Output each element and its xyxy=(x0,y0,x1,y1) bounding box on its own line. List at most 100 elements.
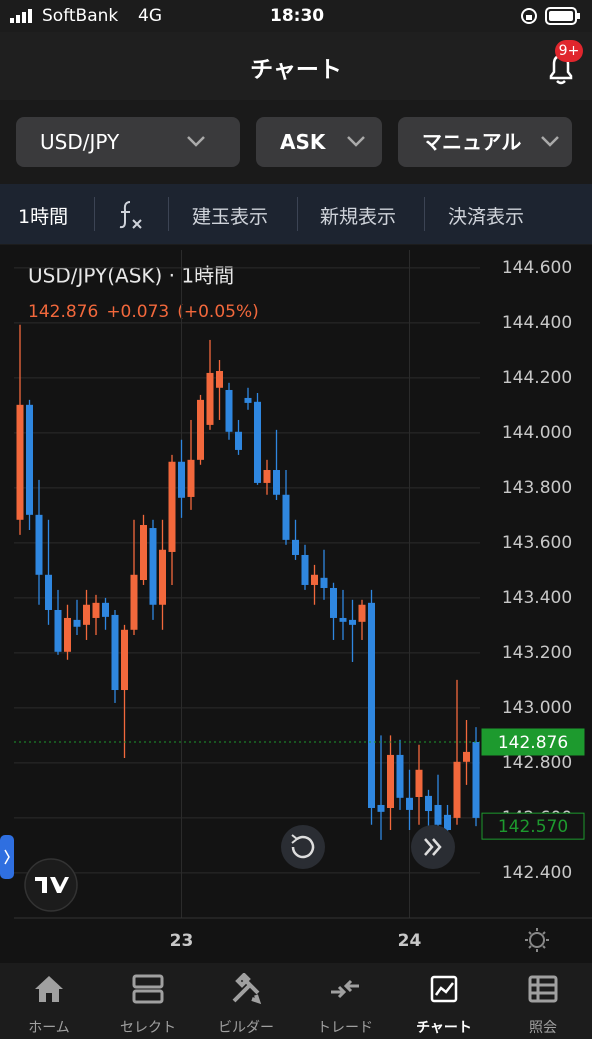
price-label: 142.876 xyxy=(498,733,568,753)
position-button[interactable]: 建玉表示 xyxy=(192,206,269,228)
header: チャート 9+ xyxy=(0,32,592,100)
candle-body xyxy=(377,804,385,812)
candle-body xyxy=(453,761,461,818)
battery-icon xyxy=(521,7,580,25)
price-label-box xyxy=(481,728,585,756)
indicator-button[interactable] xyxy=(118,198,146,232)
candle-body xyxy=(472,741,480,818)
y-tick-label: 144.600 xyxy=(502,258,572,278)
candle-body xyxy=(26,404,33,515)
candle-body xyxy=(254,401,261,483)
candle-body xyxy=(225,389,233,432)
tab-trade[interactable]: トレード xyxy=(296,963,394,1039)
candle-body xyxy=(140,525,147,581)
y-tick-label: 143.200 xyxy=(502,643,572,663)
candle-body xyxy=(263,470,271,483)
page-title: チャート xyxy=(250,57,342,83)
quote-change: +0.073 xyxy=(106,302,169,322)
status-bar: SoftBank 4G 18:30 xyxy=(0,0,592,32)
pair-label: USD/JPY xyxy=(40,130,120,154)
interval-button[interactable]: 1時間 xyxy=(18,206,69,228)
y-tick-label: 144.200 xyxy=(502,368,572,388)
price-label: 142.570 xyxy=(498,817,568,837)
candle-body xyxy=(339,617,347,622)
tab-builder[interactable]: ビルダー xyxy=(197,963,295,1039)
tab-chart[interactable]: チャート xyxy=(395,963,493,1039)
candle-body xyxy=(73,619,81,627)
tab-label: トレード xyxy=(317,1020,373,1036)
candle-body xyxy=(358,604,366,622)
chart: USD/JPY(ASK) · 1時間 142.876 +0.073 (+0.05%)… xyxy=(0,250,592,963)
candle-body xyxy=(349,619,356,625)
candle-body xyxy=(235,431,242,450)
tab-select[interactable]: セレクト xyxy=(99,963,197,1039)
mode-label: マニュアル xyxy=(422,130,522,154)
new-order-button[interactable]: 新規表示 xyxy=(320,206,397,228)
y-tick-label: 142.800 xyxy=(502,753,572,773)
candle-body xyxy=(301,554,309,585)
tab-label: セレクト xyxy=(120,1020,176,1036)
y-tick-label: 143.600 xyxy=(502,533,572,553)
candle-body xyxy=(197,399,204,460)
candle-body xyxy=(206,372,214,425)
candle-body xyxy=(434,804,442,825)
candle-body xyxy=(149,528,157,605)
candle-body xyxy=(425,795,432,812)
side-select[interactable]: ASK xyxy=(256,117,382,167)
badge: 9+ xyxy=(555,40,583,62)
candle-body xyxy=(16,404,24,520)
carrier: SoftBank xyxy=(42,6,119,26)
candle-body xyxy=(168,461,176,552)
tab-home[interactable]: ホーム xyxy=(0,963,98,1039)
tab-label: チャート xyxy=(416,1020,472,1036)
tab-label: ビルダー xyxy=(218,1020,274,1036)
candle-body xyxy=(273,470,280,495)
side-label: ASK xyxy=(280,130,326,154)
candle-body xyxy=(396,754,404,798)
candle-body xyxy=(187,459,195,497)
candle-body xyxy=(320,577,328,588)
pair-select[interactable]: USD/JPY xyxy=(16,117,240,167)
mode-select[interactable]: マニュアル xyxy=(398,117,572,167)
toolbar: 1時間 建玉表示 新規表示 決済表示 xyxy=(0,184,592,244)
settle-button[interactable]: 決済表示 xyxy=(448,206,525,228)
x-tick-label: 24 xyxy=(398,931,422,951)
quote-percent: (+0.05%) xyxy=(177,302,259,322)
scroll-latest-button[interactable] xyxy=(411,825,455,869)
candle-body xyxy=(292,539,299,555)
tab-label: 照会 xyxy=(529,1020,557,1036)
candle-body xyxy=(415,769,423,797)
price-label-box xyxy=(481,812,585,840)
candle-body xyxy=(463,751,470,762)
candle-body xyxy=(244,397,252,403)
y-tick-label: 143.800 xyxy=(502,478,572,498)
candle-body xyxy=(121,629,128,691)
chart-title: USD/JPY(ASK) · 1時間 xyxy=(28,264,234,288)
reset-button[interactable] xyxy=(281,825,325,869)
clock: 18:30 xyxy=(270,6,325,26)
candle-body xyxy=(311,574,318,585)
signal-icon xyxy=(10,9,32,23)
tab-inquiry[interactable]: 照会 xyxy=(494,963,592,1039)
candle-body xyxy=(444,814,451,830)
candle-body xyxy=(130,574,138,630)
candle-body xyxy=(387,754,394,808)
candle-body xyxy=(368,602,375,808)
quote-price: 142.876 xyxy=(28,302,98,322)
settings-icon[interactable] xyxy=(525,928,549,952)
candle-body xyxy=(64,617,71,652)
candle-body xyxy=(35,514,43,575)
candle-body xyxy=(83,604,90,625)
tab-label: ホーム xyxy=(28,1020,70,1036)
candle-body xyxy=(102,602,109,617)
y-tick-label: 144.400 xyxy=(502,313,572,333)
side-handle[interactable] xyxy=(0,835,14,879)
y-tick-label: 143.400 xyxy=(502,588,572,608)
candle-body xyxy=(406,797,413,810)
candle-body xyxy=(330,587,337,618)
quote: 142.876 +0.073 (+0.05%) xyxy=(28,302,259,322)
candle-body xyxy=(92,602,100,618)
network: 4G xyxy=(138,6,162,26)
candle-body xyxy=(54,609,62,652)
